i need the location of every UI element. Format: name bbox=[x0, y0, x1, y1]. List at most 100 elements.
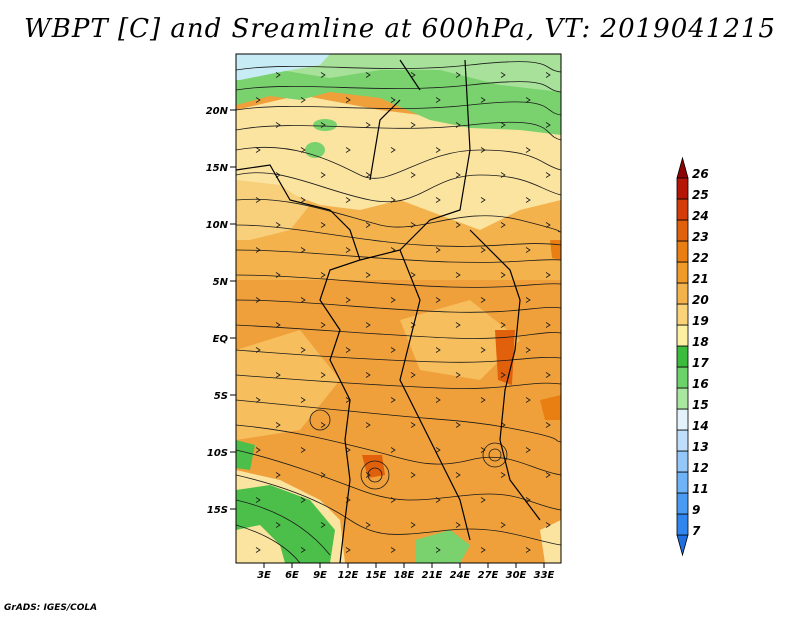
streamline-arrow bbox=[480, 297, 486, 303]
streamline-arrow bbox=[525, 147, 531, 153]
colorbar-swatch bbox=[676, 261, 689, 284]
streamline-arrow bbox=[390, 497, 396, 503]
colorbar-swatch bbox=[676, 408, 689, 431]
streamline-arrow bbox=[275, 372, 281, 378]
streamline-arrow bbox=[345, 297, 351, 303]
streamline-arrow bbox=[345, 547, 351, 553]
colorbar-label: 17 bbox=[692, 356, 709, 370]
streamline-arrow bbox=[390, 297, 396, 303]
streamline-arrow bbox=[365, 522, 371, 528]
streamline-arrow bbox=[300, 97, 306, 103]
streamline-arrow bbox=[545, 172, 551, 178]
streamline-arrow bbox=[545, 122, 551, 128]
streamlines bbox=[236, 61, 561, 563]
streamline-arrow bbox=[455, 422, 461, 428]
streamline-arrow bbox=[255, 547, 261, 553]
streamline-arrow bbox=[345, 97, 351, 103]
colorbar-label: 25 bbox=[692, 188, 709, 202]
colorbar-arrow-bottom bbox=[676, 534, 689, 557]
streamline-arrow bbox=[500, 272, 506, 278]
streamline-arrow bbox=[525, 547, 531, 553]
streamline-arrow bbox=[365, 222, 371, 228]
streamline-arrow bbox=[410, 322, 416, 328]
streamline-arrow bbox=[365, 72, 371, 78]
streamline-arrow bbox=[255, 297, 261, 303]
lon-label: 15E bbox=[366, 570, 387, 581]
lon-label: 24E bbox=[450, 570, 471, 581]
streamline-arrow bbox=[500, 422, 506, 428]
streamline-arrow bbox=[525, 197, 531, 203]
streamline-arrow bbox=[365, 272, 371, 278]
streamline-arrow bbox=[480, 197, 486, 203]
colorbar-swatch bbox=[676, 303, 689, 326]
streamline-arrow bbox=[300, 447, 306, 453]
wbpt-field bbox=[236, 54, 561, 563]
streamline-arrow bbox=[320, 522, 326, 528]
lon-label: 6E bbox=[285, 570, 299, 581]
streamline-arrow bbox=[410, 522, 416, 528]
streamline-arrow bbox=[525, 447, 531, 453]
colorbar-label: 22 bbox=[692, 251, 709, 265]
colorbar-swatch bbox=[676, 366, 689, 389]
colorbar-swatch bbox=[676, 492, 689, 515]
streamline-arrow bbox=[435, 547, 441, 553]
colorbar-label: 11 bbox=[692, 482, 709, 496]
streamline-arrow bbox=[320, 72, 326, 78]
colorbar-swatch bbox=[676, 324, 689, 347]
colorbar-label: 19 bbox=[692, 314, 709, 328]
streamline-arrow bbox=[500, 222, 506, 228]
streamline-arrow bbox=[455, 472, 461, 478]
streamline-arrow bbox=[480, 447, 486, 453]
colorbar-label: 24 bbox=[692, 209, 709, 223]
streamline-arrow bbox=[390, 547, 396, 553]
colorbar-label: 14 bbox=[692, 419, 709, 433]
streamline-arrow bbox=[300, 297, 306, 303]
streamline-arrow bbox=[525, 97, 531, 103]
streamline-arrow bbox=[365, 122, 371, 128]
streamline-arrow bbox=[390, 347, 396, 353]
streamline-arrow bbox=[365, 322, 371, 328]
streamline-arrow bbox=[455, 222, 461, 228]
colorbar-label: 7 bbox=[692, 524, 701, 538]
streamline-arrow bbox=[435, 447, 441, 453]
streamline-arrow bbox=[255, 147, 261, 153]
streamline-arrow bbox=[435, 347, 441, 353]
streamline-arrow bbox=[545, 222, 551, 228]
streamline-arrow bbox=[455, 272, 461, 278]
lat-label: 5S bbox=[214, 391, 228, 402]
streamline-arrow bbox=[455, 522, 461, 528]
streamline-arrow bbox=[255, 97, 261, 103]
colorbar-label: 9 bbox=[692, 503, 700, 517]
grads-credit: GrADS: IGES/COLA bbox=[4, 603, 98, 613]
streamline-arrow bbox=[390, 147, 396, 153]
streamline-arrow bbox=[255, 197, 261, 203]
colorbar-swatch bbox=[676, 240, 689, 263]
streamline-arrow bbox=[300, 397, 306, 403]
streamline-arrow bbox=[300, 147, 306, 153]
streamline-arrow bbox=[320, 122, 326, 128]
lat-label: 10N bbox=[206, 220, 229, 231]
streamline-arrow bbox=[320, 422, 326, 428]
latitude-labels: 20N 15N 10N 5N EQ 5S 10S 15S bbox=[206, 106, 229, 516]
streamline-arrow bbox=[525, 247, 531, 253]
colorbar-swatch bbox=[676, 450, 689, 473]
streamline-arrow bbox=[455, 372, 461, 378]
streamline-arrow bbox=[545, 72, 551, 78]
streamline-arrow bbox=[345, 347, 351, 353]
streamline-arrow bbox=[500, 172, 506, 178]
lon-label: 27E bbox=[478, 570, 499, 581]
streamline-arrow bbox=[480, 497, 486, 503]
streamline-arrow bbox=[480, 347, 486, 353]
streamline-arrow bbox=[500, 522, 506, 528]
streamline-arrow bbox=[345, 147, 351, 153]
streamline-arrow bbox=[410, 472, 416, 478]
streamline-arrow bbox=[435, 297, 441, 303]
streamline-arrow bbox=[365, 372, 371, 378]
colorbar-swatch bbox=[676, 282, 689, 305]
streamline-arrow bbox=[300, 197, 306, 203]
streamline-arrow bbox=[255, 397, 261, 403]
colorbar-label: 20 bbox=[692, 293, 709, 307]
streamline-arrow bbox=[300, 347, 306, 353]
lat-label: 15N bbox=[206, 163, 229, 174]
streamline-arrow bbox=[365, 422, 371, 428]
